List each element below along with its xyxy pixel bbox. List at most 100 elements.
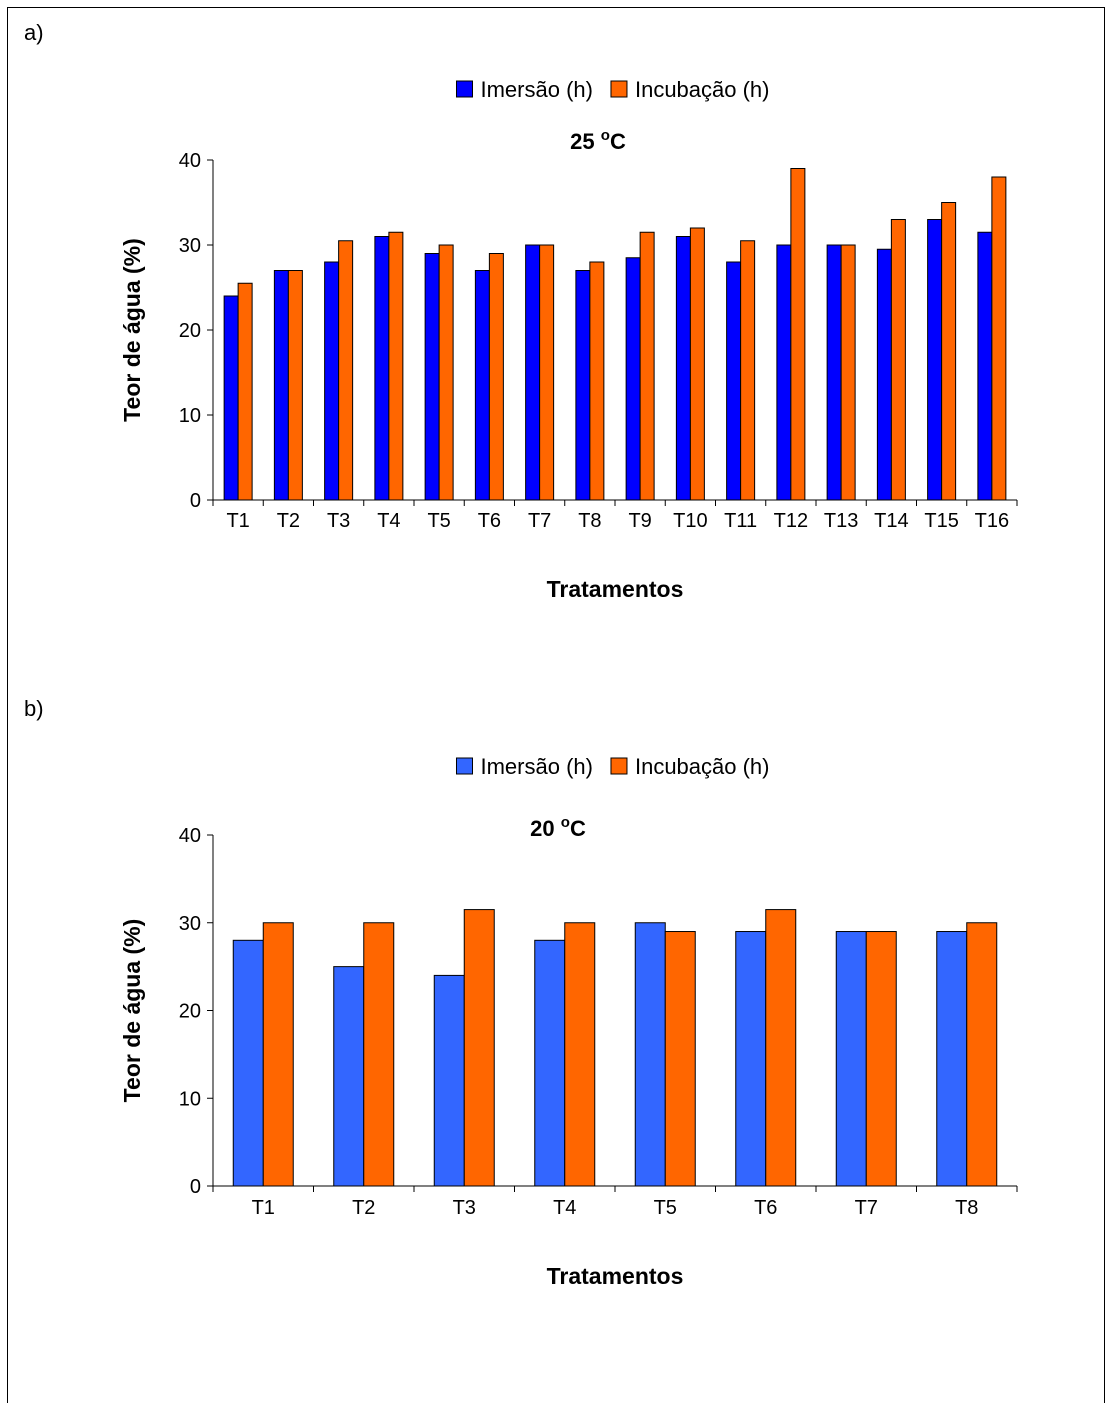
x-tick-label: T5 (427, 510, 450, 532)
bar (575, 270, 591, 501)
bar (564, 922, 596, 1187)
bar (539, 244, 555, 501)
x-tick-label: T1 (226, 510, 249, 532)
bar (735, 931, 767, 1187)
x-tick-label: T3 (327, 510, 350, 532)
bar (927, 219, 943, 501)
bar (966, 922, 998, 1187)
bar (826, 244, 842, 501)
bar (634, 922, 666, 1187)
x-axis-title: Tratamentos (547, 576, 684, 602)
bar (463, 909, 495, 1187)
y-axis-title: Teor de água (%) (119, 919, 145, 1103)
legend-swatch (455, 80, 473, 98)
bar (433, 974, 465, 1187)
bar (438, 244, 454, 501)
x-tick-label: T16 (975, 510, 1009, 532)
chart-title: 25 oC (570, 127, 626, 154)
bar (223, 295, 239, 501)
x-tick-label: T13 (824, 510, 858, 532)
bar (273, 270, 289, 501)
y-tick-label: 20 (179, 320, 201, 342)
bar (835, 931, 867, 1187)
x-tick-label: T15 (924, 510, 958, 532)
bar (474, 270, 490, 501)
y-axis-title: Teor de água (%) (119, 238, 145, 422)
x-tick-label: T11 (724, 510, 757, 532)
bar (639, 231, 655, 501)
panel-label: a) (24, 20, 44, 45)
chart-panel-b: b) Imersão (h) Incubação (h) 20 oC 0 10 20 30 40… (24, 696, 1018, 1289)
bar (589, 261, 605, 501)
bar (941, 202, 957, 501)
panel-label: b) (24, 696, 44, 721)
bar (424, 253, 440, 501)
x-tick-label: T6 (478, 510, 501, 532)
x-tick-label: T4 (553, 1197, 576, 1219)
bar (726, 261, 742, 501)
x-tick-label: T12 (774, 510, 808, 532)
bar (324, 261, 340, 501)
bar (333, 966, 365, 1187)
bar (765, 909, 797, 1187)
bar (840, 244, 856, 501)
x-tick-label: T8 (955, 1197, 978, 1219)
legend-label: Incubação (h) (635, 754, 770, 779)
y-tick-label: 10 (179, 1088, 201, 1110)
legend: Imersão (h) Incubação (h) (455, 77, 770, 102)
legend-swatch (455, 757, 473, 775)
bar (287, 270, 303, 501)
legend-label: Imersão (h) (480, 754, 592, 779)
chart-panel-a: a) Imersão (h) Incubação (h) 25 oC 0 10 20 30 40… (24, 20, 1018, 602)
x-tick-label: T1 (252, 1197, 275, 1219)
legend-swatch (610, 80, 628, 98)
bar (790, 168, 806, 501)
bar (865, 931, 897, 1187)
y-tick-label: 0 (190, 490, 201, 512)
y-tick-label: 10 (179, 405, 201, 427)
bar (664, 931, 696, 1187)
bar (740, 240, 756, 501)
bar (936, 931, 968, 1187)
x-tick-label: T5 (654, 1197, 677, 1219)
bar (977, 231, 993, 501)
y-tick-label: 40 (179, 825, 201, 847)
legend: Imersão (h) Incubação (h) (455, 754, 770, 779)
y-tick-label: 30 (179, 913, 201, 935)
legend-label: Imersão (h) (480, 77, 592, 102)
bar (338, 240, 354, 501)
y-tick-label: 30 (179, 235, 201, 257)
x-tick-label: T14 (874, 510, 908, 532)
bar (388, 231, 404, 501)
y-tick-label: 0 (190, 1176, 201, 1198)
bar (776, 244, 792, 501)
chart-title: 20 oC (530, 814, 586, 841)
bar (991, 176, 1007, 501)
legend-label: Incubação (h) (635, 77, 770, 102)
bar (689, 227, 705, 501)
bar (525, 244, 541, 501)
y-tick-label: 20 (179, 1001, 201, 1023)
bar (625, 257, 641, 501)
x-tick-label: T2 (352, 1197, 375, 1219)
bar (890, 219, 906, 501)
x-tick-label: T9 (628, 510, 651, 532)
legend-swatch (610, 757, 628, 775)
x-tick-label: T7 (528, 510, 551, 532)
x-tick-label: T6 (754, 1197, 777, 1219)
bar (488, 253, 504, 501)
bar (363, 922, 395, 1187)
x-tick-label: T7 (855, 1197, 878, 1219)
x-tick-label: T10 (673, 510, 707, 532)
bar (675, 236, 691, 501)
x-tick-label: T3 (453, 1197, 476, 1219)
bar (374, 236, 390, 501)
bar (876, 248, 892, 501)
x-tick-label: T4 (377, 510, 400, 532)
x-tick-label: T2 (277, 510, 300, 532)
bar (534, 939, 566, 1187)
bar (237, 282, 253, 501)
bar (232, 939, 264, 1187)
y-tick-label: 40 (179, 150, 201, 172)
